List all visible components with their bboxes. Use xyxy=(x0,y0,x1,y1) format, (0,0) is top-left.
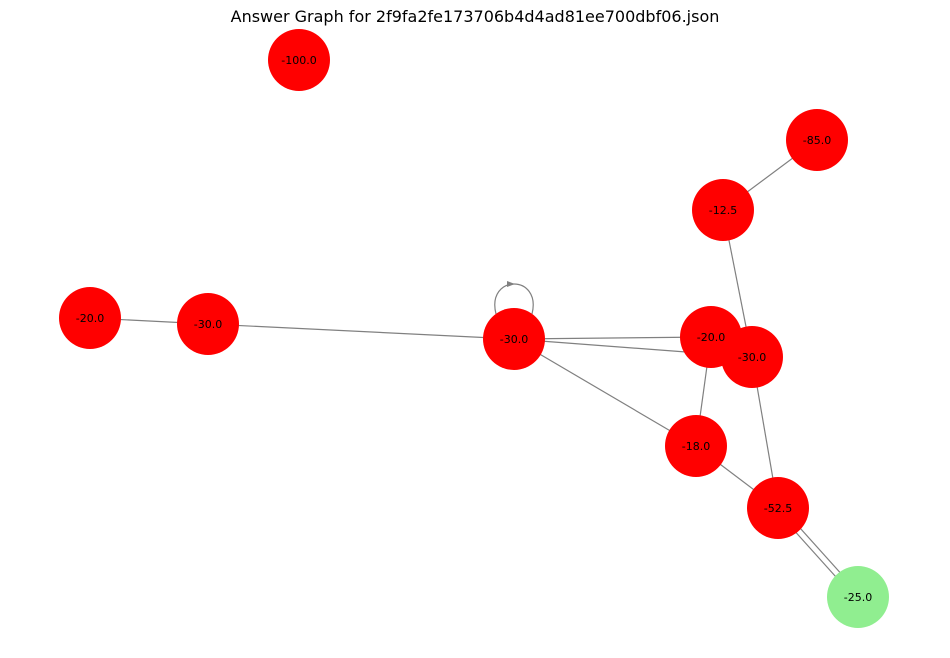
node-label: -12.5 xyxy=(709,204,737,217)
graph-node: -52.5 xyxy=(747,477,809,539)
node-circle xyxy=(827,566,889,628)
edge xyxy=(513,338,697,447)
node-layer: -100.0 -85.0 -12.5 -20.0 -30.0 -30.0 -20.0 -30.… xyxy=(59,29,889,628)
node-circle xyxy=(665,415,727,477)
graph-node: -100.0 xyxy=(268,29,330,91)
node-circle xyxy=(721,326,783,388)
node-circle xyxy=(59,287,121,349)
node-circle xyxy=(483,308,545,370)
node-label: -20.0 xyxy=(76,312,104,325)
graph-node: -20.0 xyxy=(59,287,121,349)
edge xyxy=(513,336,712,340)
node-circle xyxy=(786,109,848,171)
node-label: -100.0 xyxy=(281,54,316,67)
node-label: -20.0 xyxy=(697,331,725,344)
graph-node: -85.0 xyxy=(786,109,848,171)
node-circle xyxy=(177,293,239,355)
node-circle xyxy=(268,29,330,91)
graph-node: -18.0 xyxy=(665,415,727,477)
node-label: -30.0 xyxy=(500,333,528,346)
graph-node: -30.0 xyxy=(483,308,545,370)
graph-node: -25.0 xyxy=(827,566,889,628)
graph-title: Answer Graph for 2f9fa2fe173706b4d4ad81e… xyxy=(230,7,720,26)
edge-arrowhead xyxy=(507,281,515,287)
node-label: -30.0 xyxy=(738,351,766,364)
node-circle xyxy=(747,477,809,539)
graph-node: -30.0 xyxy=(177,293,239,355)
node-label: -85.0 xyxy=(803,134,831,147)
node-label: -25.0 xyxy=(844,591,872,604)
node-label: -18.0 xyxy=(682,440,710,453)
edge xyxy=(207,323,515,340)
graph-node: -12.5 xyxy=(692,179,754,241)
node-label: -30.0 xyxy=(194,318,222,331)
node-label: -52.5 xyxy=(764,502,792,515)
node-circle xyxy=(692,179,754,241)
graph-node: -30.0 xyxy=(721,326,783,388)
